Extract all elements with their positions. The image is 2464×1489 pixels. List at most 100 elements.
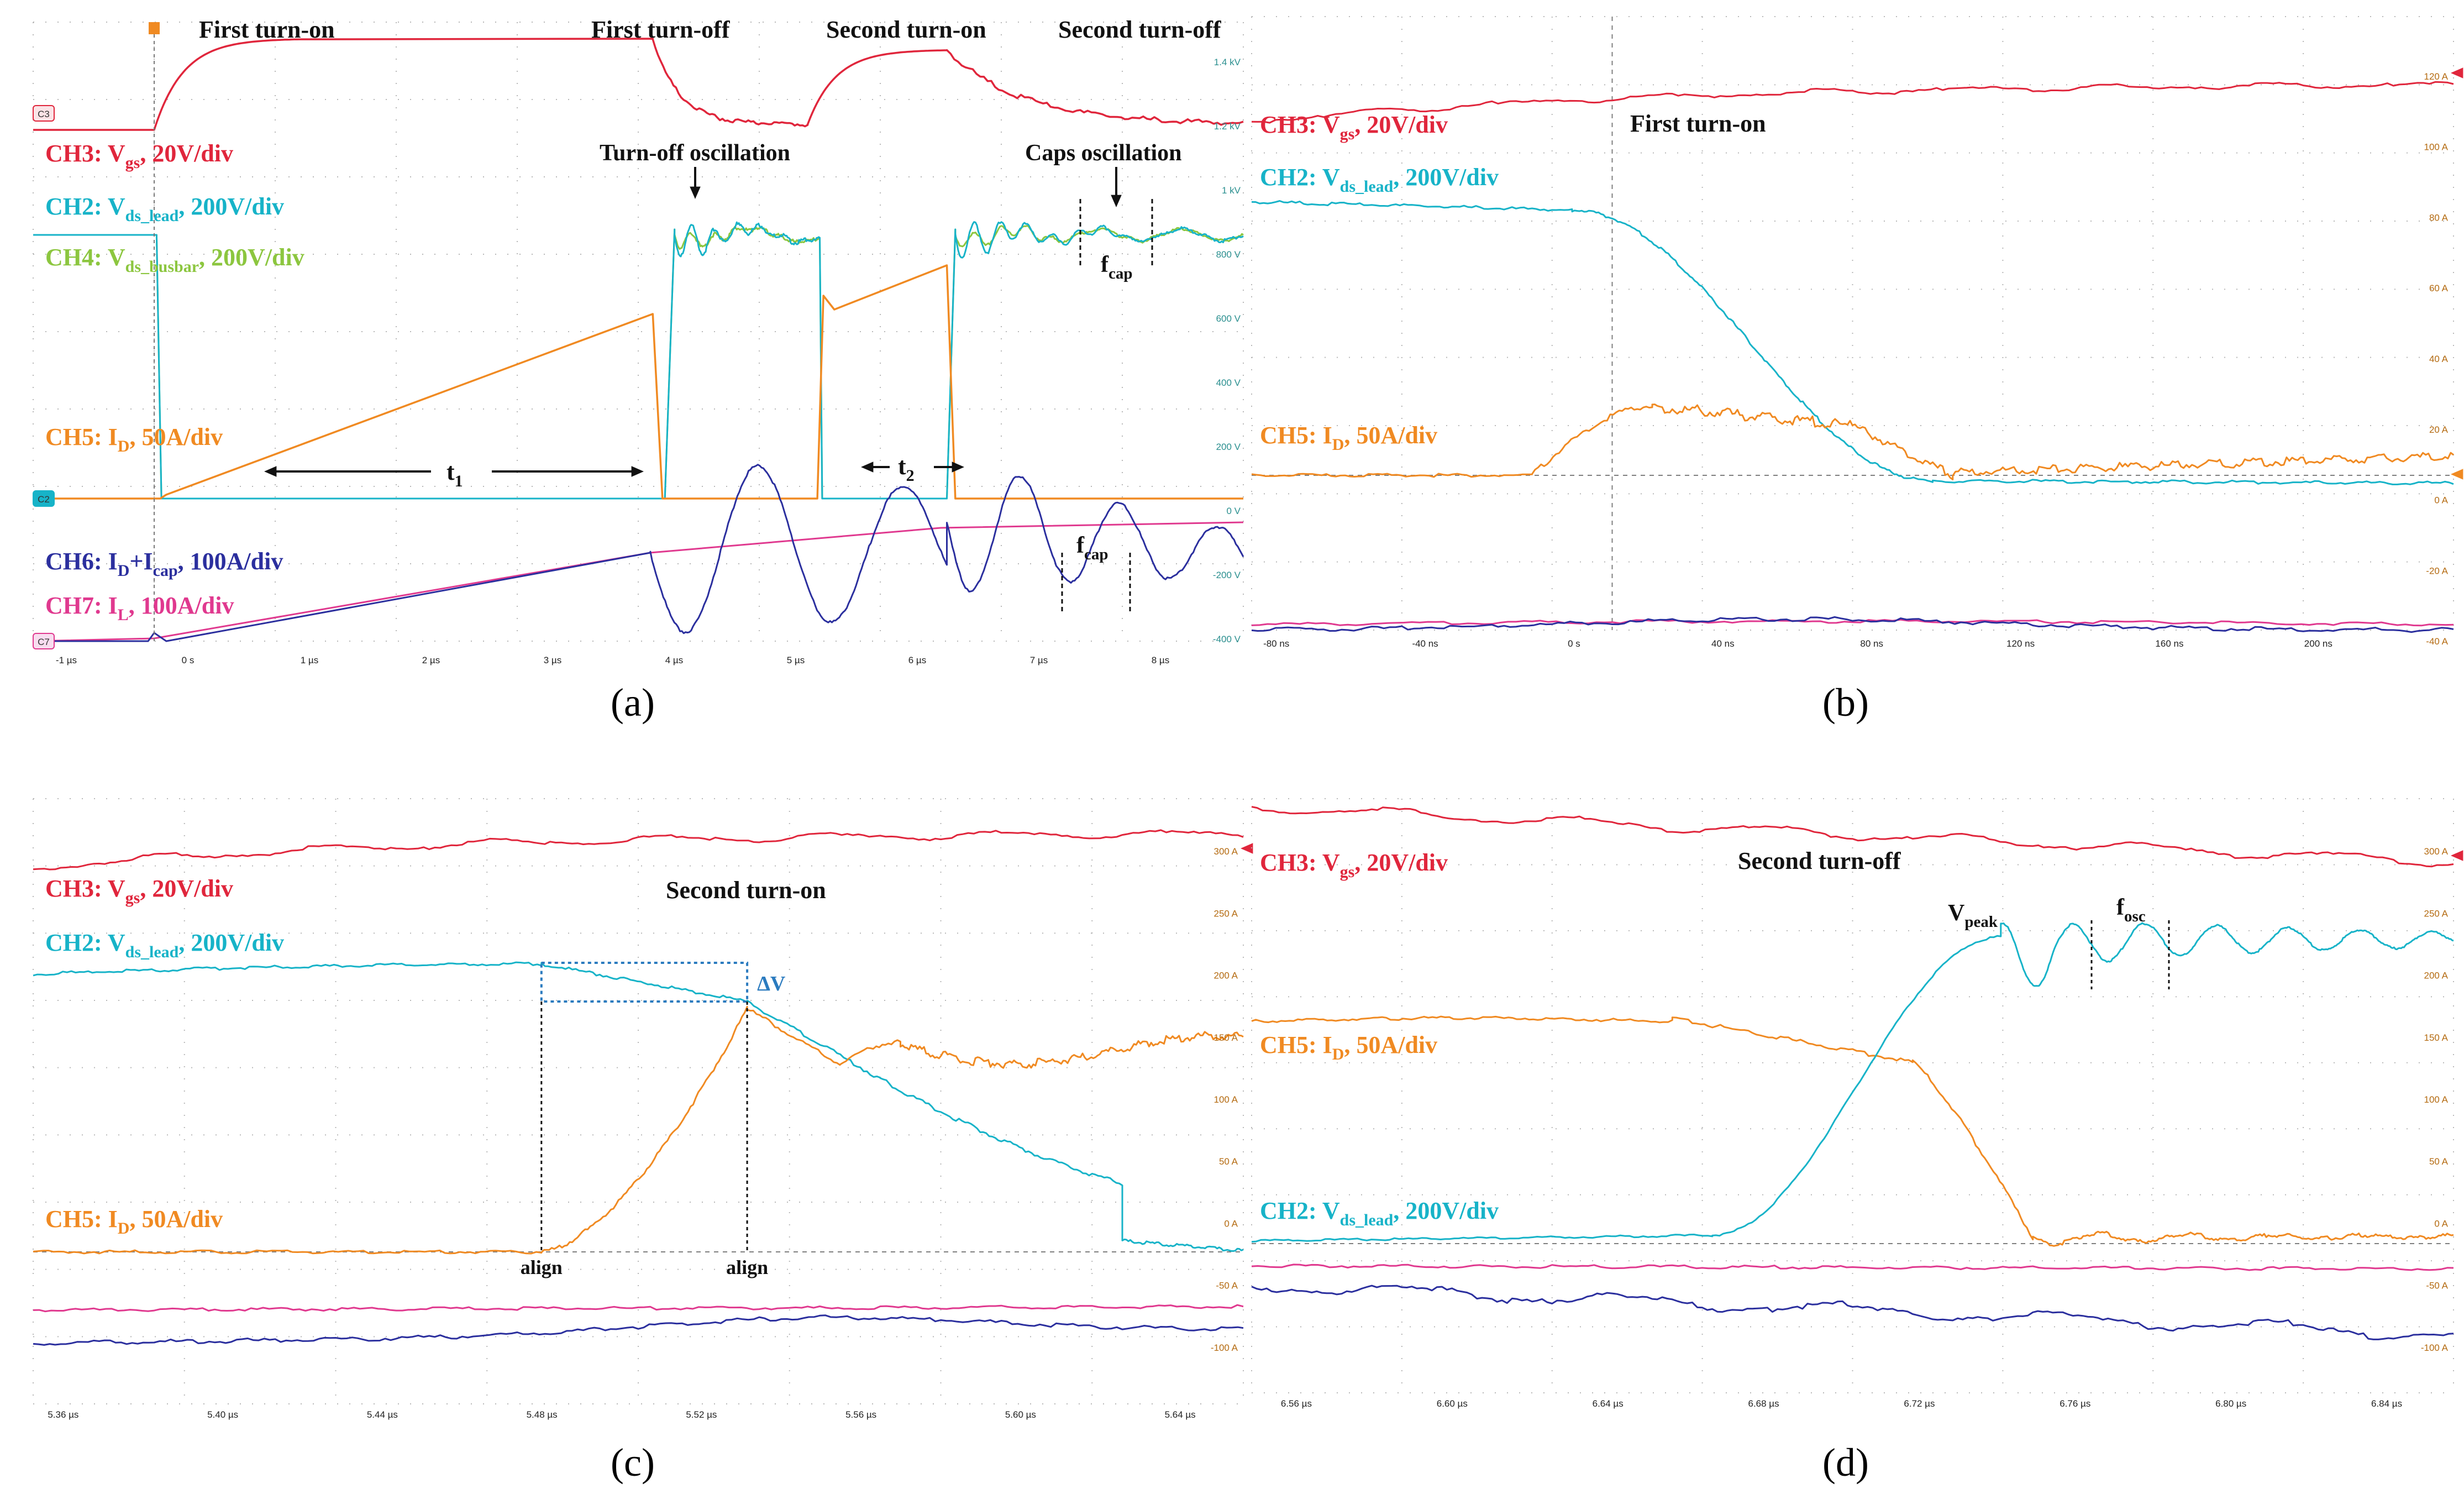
trace-ch7-il	[1251, 618, 2454, 627]
ch3-level-marker	[2451, 850, 2463, 861]
y-tick-label: -40 A	[2426, 636, 2448, 647]
y-tick-label: 150 A	[2424, 1032, 2449, 1043]
y-tick-label: 0 A	[2434, 495, 2448, 506]
legend-ch2: CH2: Vds_lead, 200V/div	[1260, 164, 1499, 196]
panel-b-right-axis: 120 A 100 A 80 A 60 A 40 A 20 A 0 A -20 A -40 A	[2424, 71, 2449, 647]
trace-ch2-vds-lead	[33, 221, 1244, 500]
y-tick-label: 1.2 kV	[1214, 121, 1241, 132]
y-tick-label: 0 A	[1224, 1218, 1238, 1229]
channel-marker-label: C2	[38, 494, 50, 505]
y-tick-label: 1 kV	[1222, 185, 1241, 196]
t1-label: t1	[446, 458, 463, 490]
x-tick-label: -80 ns	[1263, 638, 1289, 649]
align-label: align	[726, 1256, 768, 1278]
y-tick-label: 120 A	[2424, 71, 2449, 82]
caption-a: (a)	[611, 680, 655, 725]
y-tick-label: 800 V	[1216, 249, 1241, 260]
panel-d-title: Second turn-off	[1738, 847, 1901, 874]
arrow-head	[861, 462, 874, 473]
panel-b-x-ticks: -80 ns -40 ns 0 s 40 ns 80 ns 120 ns 160 ns 200…	[1263, 638, 2332, 649]
legend-ch3: CH3: Vgs, 20V/div	[1260, 111, 1448, 143]
y-tick-label: 60 A	[2429, 283, 2449, 293]
legend-ch5: CH5: ID, 50A/div	[1260, 422, 1437, 454]
x-tick-label: 200 ns	[2304, 638, 2332, 649]
panel-b-title: First turn-on	[1630, 110, 1766, 137]
y-tick-label: 80 A	[2429, 212, 2449, 223]
y-tick-label: -20 A	[2426, 565, 2448, 576]
event-label: First turn-on	[199, 16, 335, 43]
legend-ch6: CH6: ID+Icap, 100A/div	[45, 548, 283, 580]
y-tick-label: -50 A	[1216, 1281, 1238, 1291]
legend-ch5: CH5: ID, 50A/div	[45, 1205, 223, 1238]
legend-ch2: CH2: Vds_lead, 200V/div	[45, 193, 284, 225]
y-tick-label: 1.4 kV	[1214, 57, 1241, 67]
panel-c-right-axis: 300 A 250 A 200 A 150 A 100 A 50 A 0 A -50 A -10…	[1211, 846, 1238, 1353]
x-tick-label: 5.36 µs	[48, 1409, 78, 1420]
panel-a-x-ticks: -1 µs 0 s 1 µs 2 µs 3 µs 4 µs 5 µs 6 µs 7 µs 8 µs	[56, 655, 1169, 665]
channel-marker-label: C7	[38, 637, 50, 647]
legend-ch5: CH5: ID, 50A/div	[1260, 1031, 1437, 1063]
panel-d-x-ticks: 6.56 µs 6.60 µs 6.64 µs 6.68 µs 6.72 µs 6.76 …	[1281, 1398, 2402, 1409]
y-tick-label: 100 A	[2424, 142, 2449, 153]
x-tick-label: 2 µs	[422, 655, 440, 665]
x-tick-label: 40 ns	[1711, 638, 1735, 649]
y-tick-label: 300 A	[2424, 846, 2449, 857]
caption-d: (d)	[1822, 1440, 1869, 1485]
caps-oscillation-label: Caps oscillation	[1025, 140, 1182, 166]
trace-ch5-id	[1251, 1015, 2454, 1247]
arrow-head	[1111, 195, 1122, 207]
channel-marker	[33, 490, 55, 507]
x-tick-label: 3 µs	[544, 655, 561, 665]
trace-ch3-vgs	[1251, 81, 2454, 124]
x-tick-label: 5.44 µs	[367, 1409, 398, 1420]
arrow-head	[690, 186, 701, 199]
y-tick-label: 400 V	[1216, 378, 1241, 388]
x-tick-label: 6.60 µs	[1437, 1398, 1468, 1409]
turn-off-oscillation-label: Turn-off oscillation	[600, 140, 790, 166]
trace-ch5-id	[33, 264, 1243, 500]
trace-ch2-vds-lead	[33, 961, 1244, 1252]
arrow-head	[264, 466, 277, 477]
y-tick-label: 250 A	[2424, 908, 2449, 919]
trace-ch3-vgs	[33, 829, 1244, 871]
legend-ch3: CH3: Vgs, 20V/div	[1260, 849, 1448, 881]
y-tick-label: 0 V	[1226, 506, 1241, 516]
x-tick-label: 0 s	[1568, 638, 1580, 649]
x-tick-label: 160 ns	[2155, 638, 2183, 649]
y-tick-label: -50 A	[2426, 1281, 2448, 1291]
x-tick-label: 6.56 µs	[1281, 1398, 1312, 1409]
fcap-label-bottom: fcap	[1076, 533, 1108, 563]
x-tick-label: 5.64 µs	[1165, 1409, 1196, 1420]
caption-c: (c)	[611, 1440, 655, 1485]
y-tick-label: 40 A	[2429, 354, 2449, 364]
x-tick-label: 6.72 µs	[1904, 1398, 1935, 1409]
delta-v-box	[540, 962, 749, 1003]
arrow-head	[952, 462, 964, 473]
trace-ch2-vds-lead	[1251, 200, 2454, 485]
trace-ch2-vds-lead	[1251, 922, 2454, 1243]
trigger-marker	[149, 22, 160, 34]
x-tick-label: 5.56 µs	[845, 1409, 876, 1420]
trace-ch5-id	[33, 1005, 1244, 1255]
y-tick-label: 50 A	[1219, 1156, 1238, 1167]
legend-ch7: CH7: IL, 100A/div	[45, 592, 234, 624]
y-tick-label: -100 A	[2421, 1343, 2449, 1353]
panel-c: ΔV align align 300 A 250 A 200 A 150 A 100 A 50 …	[33, 798, 1253, 1485]
x-tick-label: 120 ns	[2006, 638, 2035, 649]
y-tick-label: 200 A	[1214, 971, 1238, 981]
grid	[1251, 16, 2454, 631]
ch3-level-marker	[1241, 843, 1253, 854]
panel-b: 120 A 100 A 80 A 60 A 40 A 20 A 0 A -20 A -40 A -…	[1251, 16, 2463, 725]
trace-ch3-vgs	[33, 38, 1244, 131]
t2-label: t2	[898, 453, 915, 485]
x-tick-label: 6.76 µs	[2060, 1398, 2090, 1409]
legend-ch2: CH2: Vds_lead, 200V/div	[45, 929, 284, 961]
fcap-label-top: fcap	[1101, 252, 1133, 282]
trace-ch6-id-icap	[1251, 1284, 2454, 1340]
panel-c-x-ticks: 5.36 µs 5.40 µs 5.44 µs 5.48 µs 5.52 µs 5.56 …	[48, 1409, 1195, 1420]
x-tick-label: 5.52 µs	[686, 1409, 717, 1420]
x-tick-label: 6.80 µs	[2215, 1398, 2246, 1409]
x-tick-label: 5.48 µs	[527, 1409, 558, 1420]
caption-b: (b)	[1822, 680, 1869, 725]
legend-ch4: CH4: Vds_busbar, 200V/div	[45, 244, 304, 276]
